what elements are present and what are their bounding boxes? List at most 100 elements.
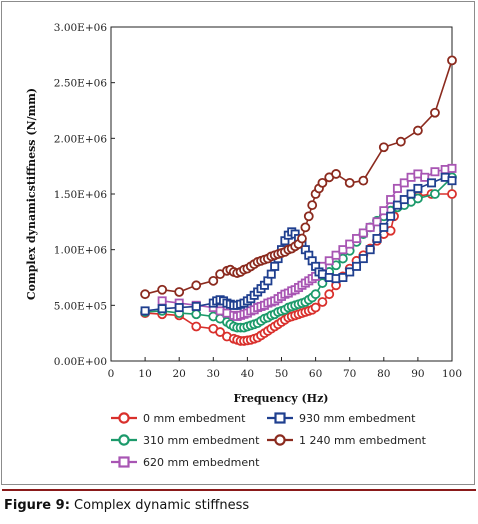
chart: 0.00E+00 5.00E+05 1.00E+06 1.50E+06 2.00E+06… xyxy=(25,22,462,469)
data-point xyxy=(297,233,307,244)
data-point xyxy=(140,289,151,300)
data-point xyxy=(378,142,389,153)
legend: 0 mm embedment 930 mm embedment 310 mm emb… xyxy=(111,412,427,469)
legend-entry: 620 mm embedment xyxy=(111,456,260,469)
legend-marker xyxy=(118,456,130,468)
legend-marker xyxy=(274,412,286,424)
legend-marker xyxy=(118,412,130,424)
series-3 xyxy=(140,172,457,316)
legend-marker xyxy=(274,434,286,446)
data-point xyxy=(310,302,321,313)
data-point xyxy=(191,321,202,332)
figure-frame xyxy=(1,1,475,485)
series-2 xyxy=(157,163,457,321)
data-point xyxy=(358,254,368,264)
legend-label: 930 mm embedment xyxy=(299,412,416,425)
data-point xyxy=(317,297,328,307)
series-layer xyxy=(140,55,457,346)
data-point xyxy=(345,239,355,249)
x-tick-label: 10 xyxy=(138,368,151,380)
data-point xyxy=(310,289,321,300)
data-point xyxy=(365,222,375,232)
data-point xyxy=(392,183,402,193)
data-point xyxy=(174,287,185,297)
x-tick-label: 20 xyxy=(173,368,186,380)
series-4 xyxy=(140,55,457,300)
data-point xyxy=(420,172,430,182)
data-point xyxy=(300,222,311,233)
y-tick-label: 2.50E+06 xyxy=(54,78,108,90)
data-point xyxy=(157,304,167,314)
x-tick-label: 40 xyxy=(241,368,254,380)
y-tick-label: 0.00E+00 xyxy=(54,356,107,368)
x-tick-label: 0 xyxy=(108,368,115,380)
y-tick-label: 5.00E+05 xyxy=(54,300,107,312)
data-point xyxy=(365,245,375,255)
data-point xyxy=(331,250,341,260)
y-tick-label: 1.50E+06 xyxy=(54,189,108,201)
data-point xyxy=(317,177,328,188)
legend-label: 620 mm embedment xyxy=(143,456,260,469)
data-point xyxy=(352,261,362,271)
data-point xyxy=(331,169,341,179)
legend-label: 310 mm embedment xyxy=(143,434,260,447)
legend-entry: 1 240 mm embedment xyxy=(267,434,427,447)
data-point xyxy=(379,222,389,232)
data-point xyxy=(430,107,440,118)
chart-axes: 0.00E+00 5.00E+05 1.00E+06 1.50E+06 2.00E+06… xyxy=(54,22,462,380)
data-point xyxy=(174,303,184,313)
figure-caption-label: Figure 9: xyxy=(4,498,70,513)
data-point xyxy=(157,296,167,306)
data-point xyxy=(191,280,202,291)
x-tick-label: 90 xyxy=(411,368,424,380)
x-axis-label: Frequency (Hz) xyxy=(233,392,328,405)
data-point xyxy=(392,200,402,210)
data-point xyxy=(406,189,416,199)
data-point xyxy=(372,234,382,244)
data-point xyxy=(413,183,423,193)
data-point xyxy=(358,228,368,238)
y-tick-label: 1.00E+06 xyxy=(54,245,108,257)
data-point xyxy=(395,136,406,147)
x-tick-label: 100 xyxy=(442,368,462,380)
data-point xyxy=(352,234,362,244)
data-point xyxy=(447,176,457,186)
x-tick-label: 50 xyxy=(275,368,288,380)
figure-caption: Figure 9: Complex dynamic stiffness xyxy=(4,498,249,513)
x-tick-label: 30 xyxy=(207,368,220,380)
data-point xyxy=(307,200,318,211)
data-point xyxy=(191,309,202,320)
data-point xyxy=(358,175,369,186)
legend-label: 1 240 mm embedment xyxy=(299,434,427,447)
y-tick-label: 2.00E+06 xyxy=(54,133,108,145)
x-tick-label: 70 xyxy=(343,368,356,380)
y-tick-label: 3.00E+06 xyxy=(54,22,108,34)
data-point xyxy=(447,55,457,66)
data-point xyxy=(303,211,314,222)
data-point xyxy=(372,217,382,227)
legend-label: 0 mm embedment xyxy=(143,412,246,425)
data-point xyxy=(386,195,396,205)
x-tick-label: 80 xyxy=(377,368,390,380)
data-point xyxy=(345,267,355,277)
x-tick-label: 60 xyxy=(309,368,322,380)
data-point xyxy=(412,125,423,136)
data-point xyxy=(208,275,219,286)
data-point xyxy=(399,195,409,205)
legend-entry: 310 mm embedment xyxy=(111,434,260,447)
data-point xyxy=(447,189,457,199)
figure-caption-text: Complex dynamic stiffness xyxy=(69,498,250,513)
data-point xyxy=(344,177,355,188)
data-point xyxy=(430,189,440,199)
data-point xyxy=(266,269,276,279)
data-point xyxy=(447,163,457,173)
data-point xyxy=(270,261,280,271)
data-point xyxy=(338,272,348,282)
legend-marker xyxy=(118,434,130,446)
data-point xyxy=(191,301,201,311)
data-point xyxy=(427,178,437,188)
data-point xyxy=(399,178,409,188)
series-0 xyxy=(140,189,457,346)
data-point xyxy=(430,167,440,177)
legend-entry: 0 mm embedment xyxy=(111,412,246,425)
